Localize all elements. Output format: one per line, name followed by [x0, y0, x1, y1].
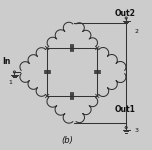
Text: 2: 2 [135, 29, 139, 34]
Text: Out1: Out1 [114, 105, 135, 114]
Text: 3: 3 [135, 128, 139, 133]
Text: In: In [2, 57, 10, 66]
Text: 1: 1 [9, 80, 13, 85]
Text: Out2: Out2 [114, 9, 135, 18]
Text: (b): (b) [61, 136, 73, 146]
